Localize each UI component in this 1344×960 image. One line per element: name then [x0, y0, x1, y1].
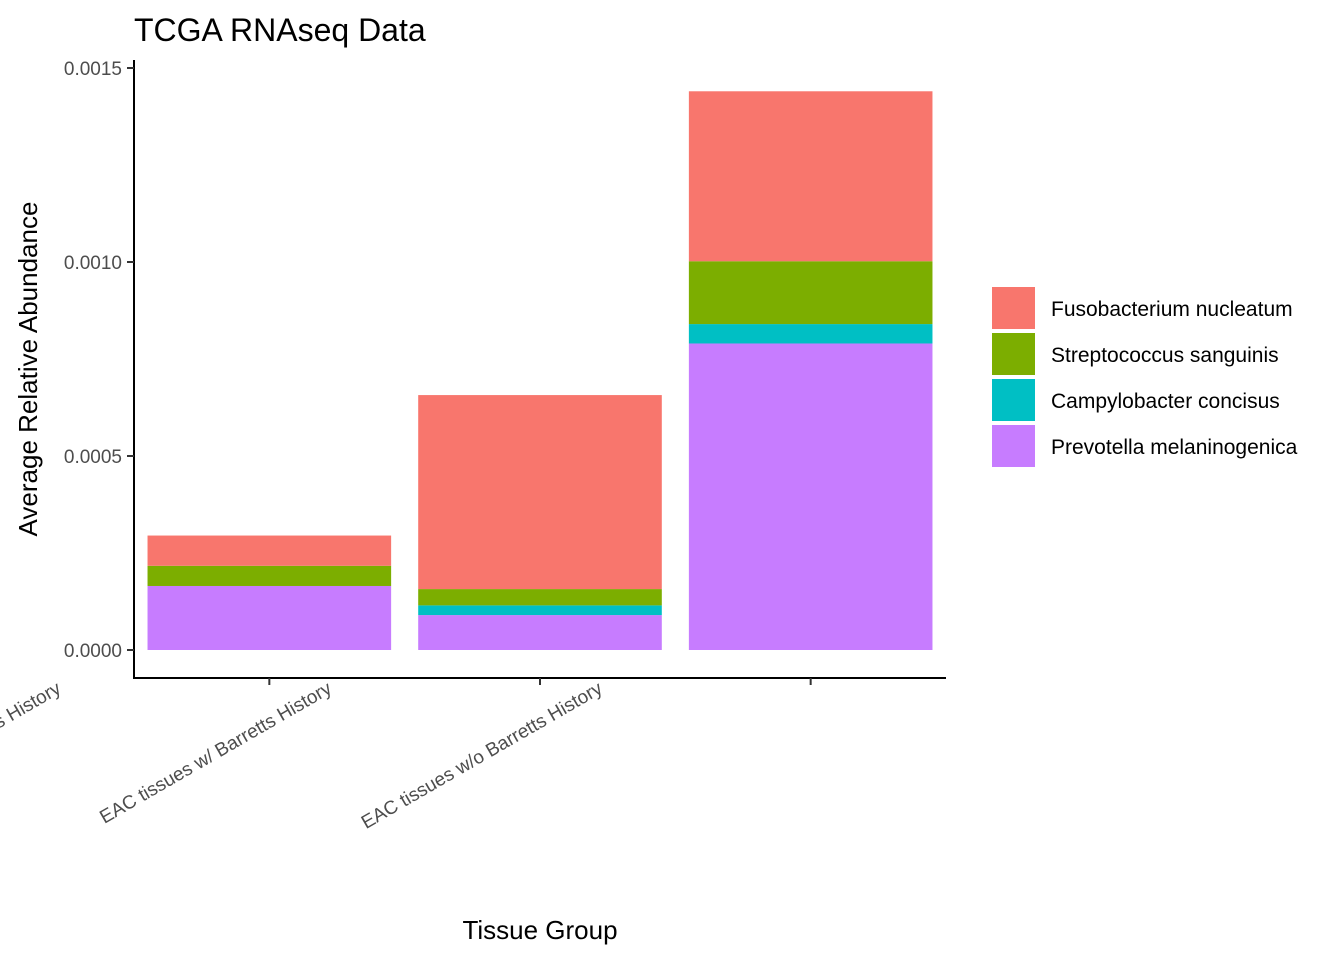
legend-key-fusobacterium-nucleatum [992, 287, 1035, 329]
bar-fusobacterium-nucleatum-3 [688, 91, 933, 262]
legend-label-fusobacterium-nucleatum: Fusobacterium nucleatum [1051, 298, 1293, 321]
legend-label-prevotella-melaninogenica: Prevotella melaninogenica [1051, 436, 1298, 459]
chart-title: TCGA RNAseq Data [134, 12, 426, 48]
bar-fusobacterium-nucleatum-1 [147, 535, 392, 566]
legend-key-prevotella-melaninogenica [992, 425, 1035, 467]
y-tick-label: 0.0005 [64, 447, 122, 468]
bar-prevotella-melaninogenica-3 [688, 343, 933, 650]
bar-prevotella-melaninogenica-2 [418, 615, 662, 650]
bar-streptococcus-sanguinis-2 [418, 589, 662, 606]
y-tick-label: 0.0010 [64, 253, 122, 274]
x-tick-label: EAC tissues w/ Barretts History [96, 678, 336, 828]
x-axis-title: Tissue Group [462, 915, 617, 945]
bar-campylobacter-concisus-2 [418, 605, 662, 616]
legend-label-streptococcus-sanguinis: Streptococcus sanguinis [1051, 344, 1279, 367]
y-tick-label: 0.0000 [64, 641, 122, 662]
x-tick-label: EAC-adjacent tissue w/ Barretts History [0, 678, 65, 863]
bar-fusobacterium-nucleatum-2 [418, 395, 662, 590]
y-tick-label: 0.0015 [64, 59, 122, 80]
bar-prevotella-melaninogenica-1 [147, 585, 392, 650]
x-tick-label: EAC tissues w/o Barretts History [358, 678, 607, 834]
y-axis-title: Average Relative Abundance [13, 202, 43, 537]
legend: Fusobacterium nucleatum Streptococcus san… [992, 287, 1298, 467]
bar-campylobacter-concisus-3 [688, 324, 933, 344]
legend-key-streptococcus-sanguinis [992, 333, 1035, 375]
bar-streptococcus-sanguinis-3 [688, 261, 933, 325]
legend-key-campylobacter-concisus [992, 379, 1035, 421]
bar-streptococcus-sanguinis-1 [147, 565, 392, 586]
plot-area: 0.0000 0.0005 0.0010 0.0015 EAC-adjacent tis… [0, 59, 946, 863]
legend-label-campylobacter-concisus: Campylobacter concisus [1051, 390, 1280, 413]
